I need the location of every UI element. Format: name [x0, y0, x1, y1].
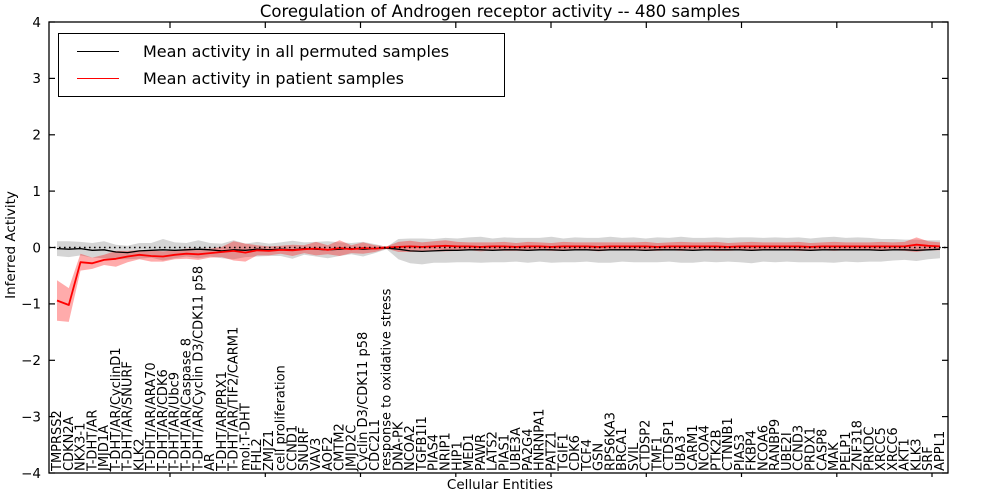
x-category-label: NCOA6: [756, 425, 771, 471]
x-category-label: KLK3: [910, 438, 925, 471]
x-category-label: ZMJZ1: [262, 430, 277, 471]
x-category-label: UBE2I: [780, 432, 795, 471]
y-tick-label: 4: [32, 15, 41, 31]
x-category-label: cell proliferation: [274, 365, 289, 471]
x-category-label: PIAS1: [497, 434, 512, 471]
legend-line-sample-black: [77, 50, 119, 52]
x-category-label: TMF1: [650, 436, 665, 472]
x-category-label: Cyclin D3/CDK11 p58: [356, 332, 371, 471]
x-category-label: T-DHT/AR/Cyclin D3/CDK11 p58: [191, 266, 206, 472]
x-category-label: T-DHT/AR/CDK6: [156, 369, 171, 472]
x-category-label: FHL2: [250, 438, 265, 471]
x-category-label: CTDSP2: [639, 420, 654, 471]
x-category-label: TGIF1: [556, 433, 571, 472]
x-category-label: NCOA2: [403, 425, 418, 471]
x-category-label: PAWR: [474, 434, 489, 471]
y-tick-label: 2: [32, 128, 41, 144]
legend-item-permuted: Mean activity in all permuted samples: [59, 38, 504, 65]
mean-line-patient: [56, 243, 941, 306]
x-category-label: T-DHT/AR/PRX1: [215, 371, 230, 472]
x-category-label: mol:T-DHT: [238, 403, 253, 471]
x-category-label: XRCC6: [886, 427, 901, 471]
x-category-label: NRIP1: [439, 432, 454, 471]
x-category-label: LATS2: [486, 431, 501, 471]
x-category-label: JMJD1A: [97, 425, 112, 472]
chart-title: Coregulation of Androgen receptor activi…: [259, 2, 741, 21]
y-tick-label: 0: [32, 240, 41, 256]
x-category-label: UBE3A: [509, 427, 524, 471]
legend-line-sample-red: [77, 78, 119, 80]
x-category-label: JMJD2C: [344, 425, 359, 472]
x-category-label: response to oxidative stress: [380, 288, 395, 471]
x-category-label: PRKDC: [862, 427, 877, 471]
x-category-label: BRCA1: [615, 427, 630, 471]
x-category-label: ZNF318: [851, 420, 866, 471]
x-category-label: AR: [203, 453, 218, 471]
x-category-label: T-DHT/AR/ARA70: [144, 362, 159, 472]
x-category-label: CDC2L1: [368, 419, 383, 471]
x-category-label: CASP8: [815, 429, 830, 471]
legend-item-patient: Mean activity in patient samples: [59, 65, 504, 92]
x-category-label: NKX3-1: [74, 423, 89, 471]
x-category-label: CCND3: [792, 425, 807, 471]
x-category-label: PTK2B: [709, 430, 724, 472]
x-category-label: DNA-PK: [391, 421, 406, 471]
x-category-label: MED1: [462, 433, 477, 471]
legend: Mean activity in all permuted samples Me…: [58, 33, 505, 97]
y-tick-label: −4: [21, 466, 41, 482]
x-category-label: T-DHT/AR/CyclinD1: [109, 347, 124, 472]
x-category-label: HIP1: [450, 441, 465, 471]
x-category-label: CTDSP1: [662, 420, 677, 471]
y-axis-label: Inferred Activity: [3, 191, 19, 299]
x-category-label: APPL1: [933, 431, 948, 471]
x-category-label: TMPRSS2: [50, 410, 65, 472]
x-category-label: VAV3: [309, 438, 324, 471]
x-category-label: T-DHT/AR/SNURF: [121, 361, 136, 472]
x-category-label: TGFB1I1: [415, 416, 430, 472]
x-category-label: SNURF: [297, 427, 312, 471]
x-category-label: CTNNB1: [721, 417, 736, 471]
x-category-label: AOF2: [321, 436, 336, 471]
x-category-label: SRF: [921, 446, 936, 471]
x-category-label: MAK: [827, 442, 842, 471]
x-axis-label: Cellular Entities: [446, 477, 554, 493]
legend-label: Mean activity in all permuted samples: [143, 41, 450, 61]
y-tick-label: 3: [32, 71, 41, 87]
x-category-label: FKBP4: [745, 430, 760, 471]
x-category-label: CDKN2A: [62, 416, 77, 471]
x-category-label: GSN: [592, 443, 607, 471]
x-category-label: T-DHT/AR: [85, 410, 100, 472]
x-category-label: PRDX1: [804, 427, 819, 471]
x-category-label: RPS6KA3: [603, 412, 618, 471]
x-category-label: KLK2: [132, 438, 147, 471]
x-category-label: UBA3: [674, 435, 689, 471]
x-category-label: SVIL: [627, 442, 642, 471]
x-category-label: PA2G4: [521, 428, 536, 471]
x-category-label: PELP1: [839, 432, 854, 471]
mean-line-permuted: [56, 247, 941, 254]
x-category-label: NCOA4: [698, 425, 713, 471]
y-tick-label: −3: [21, 409, 41, 425]
x-category-label: T-DHT/AR/Ubc9: [168, 372, 183, 472]
x-category-label: CARM1: [686, 425, 701, 472]
x-category-label: HNRNPA1: [533, 409, 548, 471]
x-category-label: CDK6: [568, 435, 583, 471]
x-category-label: XRCC5: [874, 427, 889, 471]
x-category-label: CMTM2: [333, 423, 348, 471]
x-category-label: PIAS4: [427, 434, 442, 471]
x-category-label: T-DHT/AR/TIF2/CARM1: [227, 327, 242, 472]
x-category-label: CCND1: [286, 425, 301, 471]
y-tick-label: 1: [32, 184, 41, 200]
x-category-label: PATZ1: [545, 431, 560, 471]
x-category-label: AKT1: [898, 438, 913, 471]
y-tick-label: −1: [21, 297, 41, 313]
x-category-label: TCF4: [580, 439, 595, 472]
x-category-label: T-DHT/AR/Caspase 8: [180, 338, 195, 472]
y-tick-label: −2: [21, 353, 41, 369]
x-category-label: PIAS3: [733, 434, 748, 471]
legend-label: Mean activity in patient samples: [143, 69, 404, 89]
x-category-label: RANBP9: [768, 419, 783, 471]
